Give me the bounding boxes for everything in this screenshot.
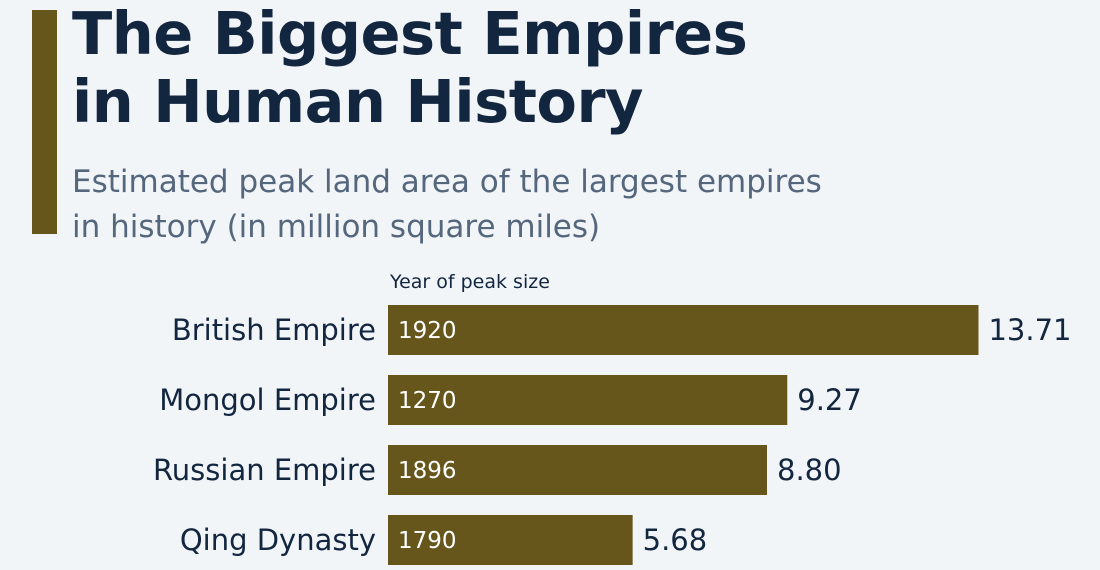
chart-title-line-1: The Biggest Empires xyxy=(72,0,748,68)
year-label: 1270 xyxy=(398,388,457,414)
value-label: 13.71 xyxy=(988,313,1071,347)
value-label: 8.80 xyxy=(777,453,842,487)
chart-title-line-2: in Human History xyxy=(72,67,644,136)
bar xyxy=(388,515,633,565)
category-label: British Empire xyxy=(172,313,376,347)
year-label: 1920 xyxy=(398,318,457,344)
value-label: 9.27 xyxy=(797,383,862,417)
value-label: 5.68 xyxy=(643,523,708,557)
chart-title: The Biggest Empires in Human History xyxy=(72,0,748,136)
bar xyxy=(388,305,979,355)
category-label: Qing Dynasty xyxy=(180,523,376,557)
year-label: 1896 xyxy=(398,458,457,484)
accent-bar xyxy=(32,10,57,234)
year-column-header: Year of peak size xyxy=(390,271,550,293)
category-label: Russian Empire xyxy=(153,453,376,487)
category-label: Mongol Empire xyxy=(159,383,376,417)
year-label: 1790 xyxy=(398,528,457,554)
chart-subtitle: Estimated peak land area of the largest … xyxy=(72,160,822,250)
chart-subtitle-line-1: Estimated peak land area of the largest … xyxy=(72,164,822,200)
bar xyxy=(388,445,768,495)
chart-subtitle-line-2: in history (in million square miles) xyxy=(72,209,601,245)
bar xyxy=(388,375,788,425)
